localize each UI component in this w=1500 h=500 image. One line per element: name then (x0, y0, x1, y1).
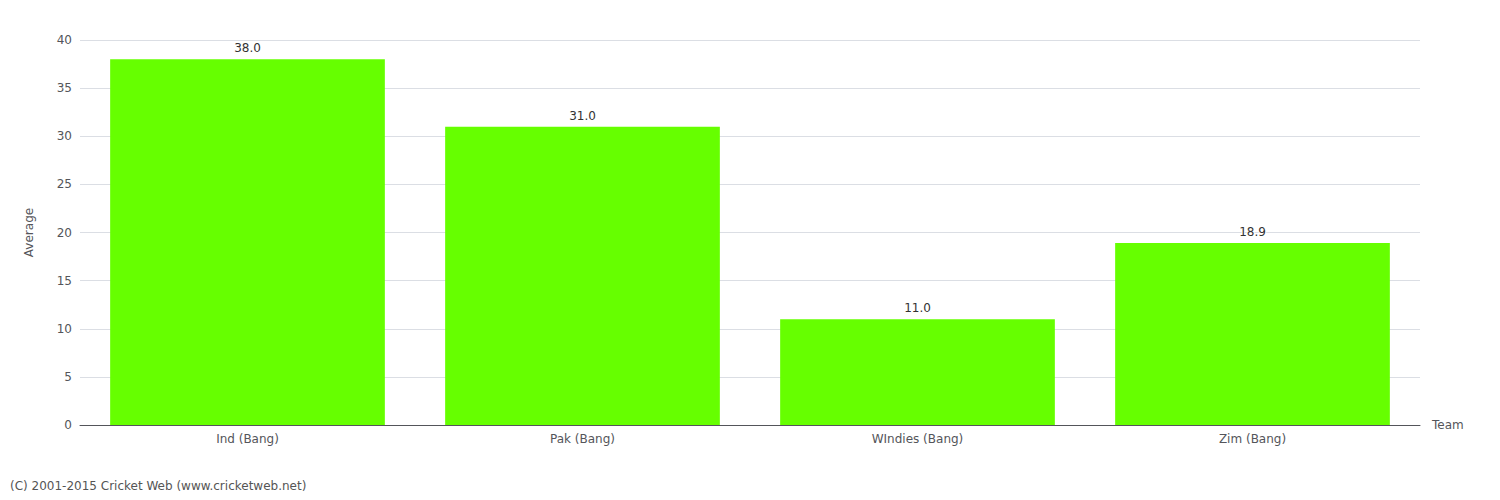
svg-text:Average: Average (22, 208, 36, 257)
svg-text:Zim (Bang): Zim (Bang) (1219, 432, 1286, 446)
svg-text:20: 20 (57, 226, 72, 240)
svg-text:Ind (Bang): Ind (Bang) (216, 432, 279, 446)
svg-text:Team: Team (1431, 418, 1464, 432)
svg-text:(C) 2001-2015 Cricket Web (www: (C) 2001-2015 Cricket Web (www.cricketwe… (10, 479, 306, 493)
svg-text:10: 10 (57, 322, 72, 336)
svg-text:40: 40 (57, 33, 72, 47)
svg-text:WIndies (Bang): WIndies (Bang) (872, 432, 964, 446)
svg-text:30: 30 (57, 129, 72, 143)
svg-text:0: 0 (64, 418, 72, 432)
svg-text:38.0: 38.0 (234, 41, 261, 55)
svg-text:15: 15 (57, 274, 72, 288)
svg-text:11.0: 11.0 (904, 301, 931, 315)
svg-text:18.9: 18.9 (1239, 225, 1266, 239)
svg-text:Pak (Bang): Pak (Bang) (550, 432, 615, 446)
svg-text:35: 35 (57, 81, 72, 95)
svg-text:31.0: 31.0 (569, 109, 596, 123)
svg-text:5: 5 (64, 370, 72, 384)
svg-text:25: 25 (57, 177, 72, 191)
